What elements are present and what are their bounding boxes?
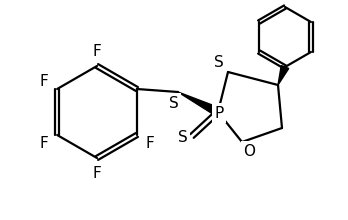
Text: S: S bbox=[178, 130, 188, 145]
Text: O: O bbox=[243, 143, 255, 158]
Text: F: F bbox=[93, 44, 101, 59]
Text: F: F bbox=[40, 136, 48, 150]
Text: P: P bbox=[214, 106, 224, 121]
Polygon shape bbox=[278, 66, 289, 85]
Text: S: S bbox=[214, 55, 224, 70]
Text: S: S bbox=[169, 95, 179, 110]
Text: F: F bbox=[145, 136, 154, 150]
Text: F: F bbox=[93, 165, 101, 180]
Text: F: F bbox=[40, 73, 48, 88]
Polygon shape bbox=[178, 92, 220, 116]
